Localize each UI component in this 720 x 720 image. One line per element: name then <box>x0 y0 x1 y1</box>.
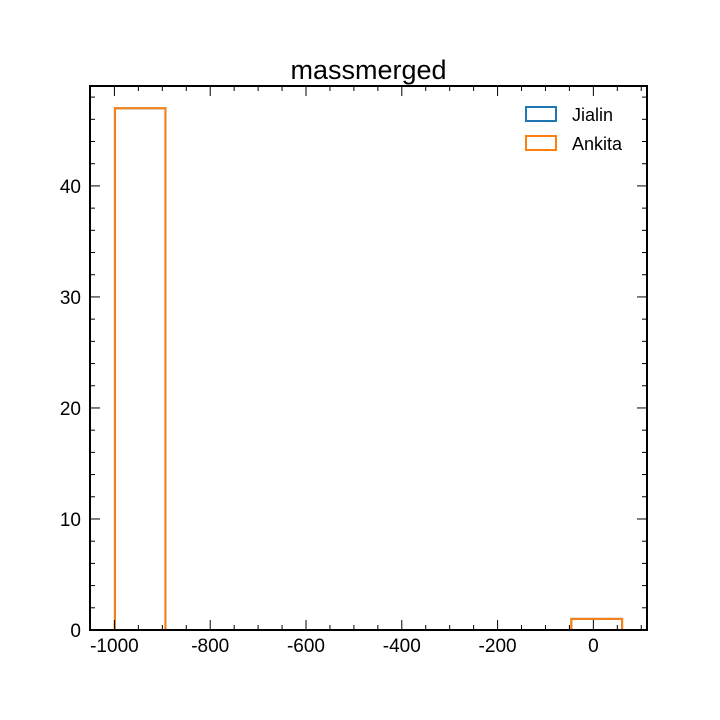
hist-bar-ankita-1 <box>570 617 624 630</box>
axis-tick-labels: -1000 -800 -600 -400 -200 0 0 10 20 30 40 <box>60 177 599 657</box>
x-tick-label: 0 <box>588 636 599 657</box>
chart-title: massmerged <box>290 55 446 85</box>
y-tick-label: 30 <box>60 288 81 309</box>
x-tick-label: -200 <box>479 636 517 657</box>
legend-swatch-jialin <box>525 106 557 122</box>
legend-label-jialin: Jialin <box>572 105 613 125</box>
hist-bar-jialin-1 <box>570 617 624 630</box>
hist-bar-ankita-0 <box>113 107 167 630</box>
x-tick-label: -600 <box>287 636 325 657</box>
y-tick-label: 0 <box>70 621 81 642</box>
histogram-bars <box>113 107 624 630</box>
y-tick-label: 20 <box>60 399 81 420</box>
plot-frame <box>89 85 648 631</box>
hist-bar-jialin-0 <box>113 107 167 630</box>
legend: Jialin Ankita <box>525 105 623 154</box>
legend-swatch-ankita <box>525 135 557 151</box>
x-tick-label: -800 <box>191 636 229 657</box>
y-tick-label: 40 <box>60 177 81 198</box>
axis-ticks <box>90 86 647 631</box>
x-tick-label: -400 <box>383 636 421 657</box>
y-tick-label: 10 <box>60 510 81 531</box>
x-tick-label: -1000 <box>90 636 139 657</box>
legend-label-ankita: Ankita <box>572 134 623 154</box>
